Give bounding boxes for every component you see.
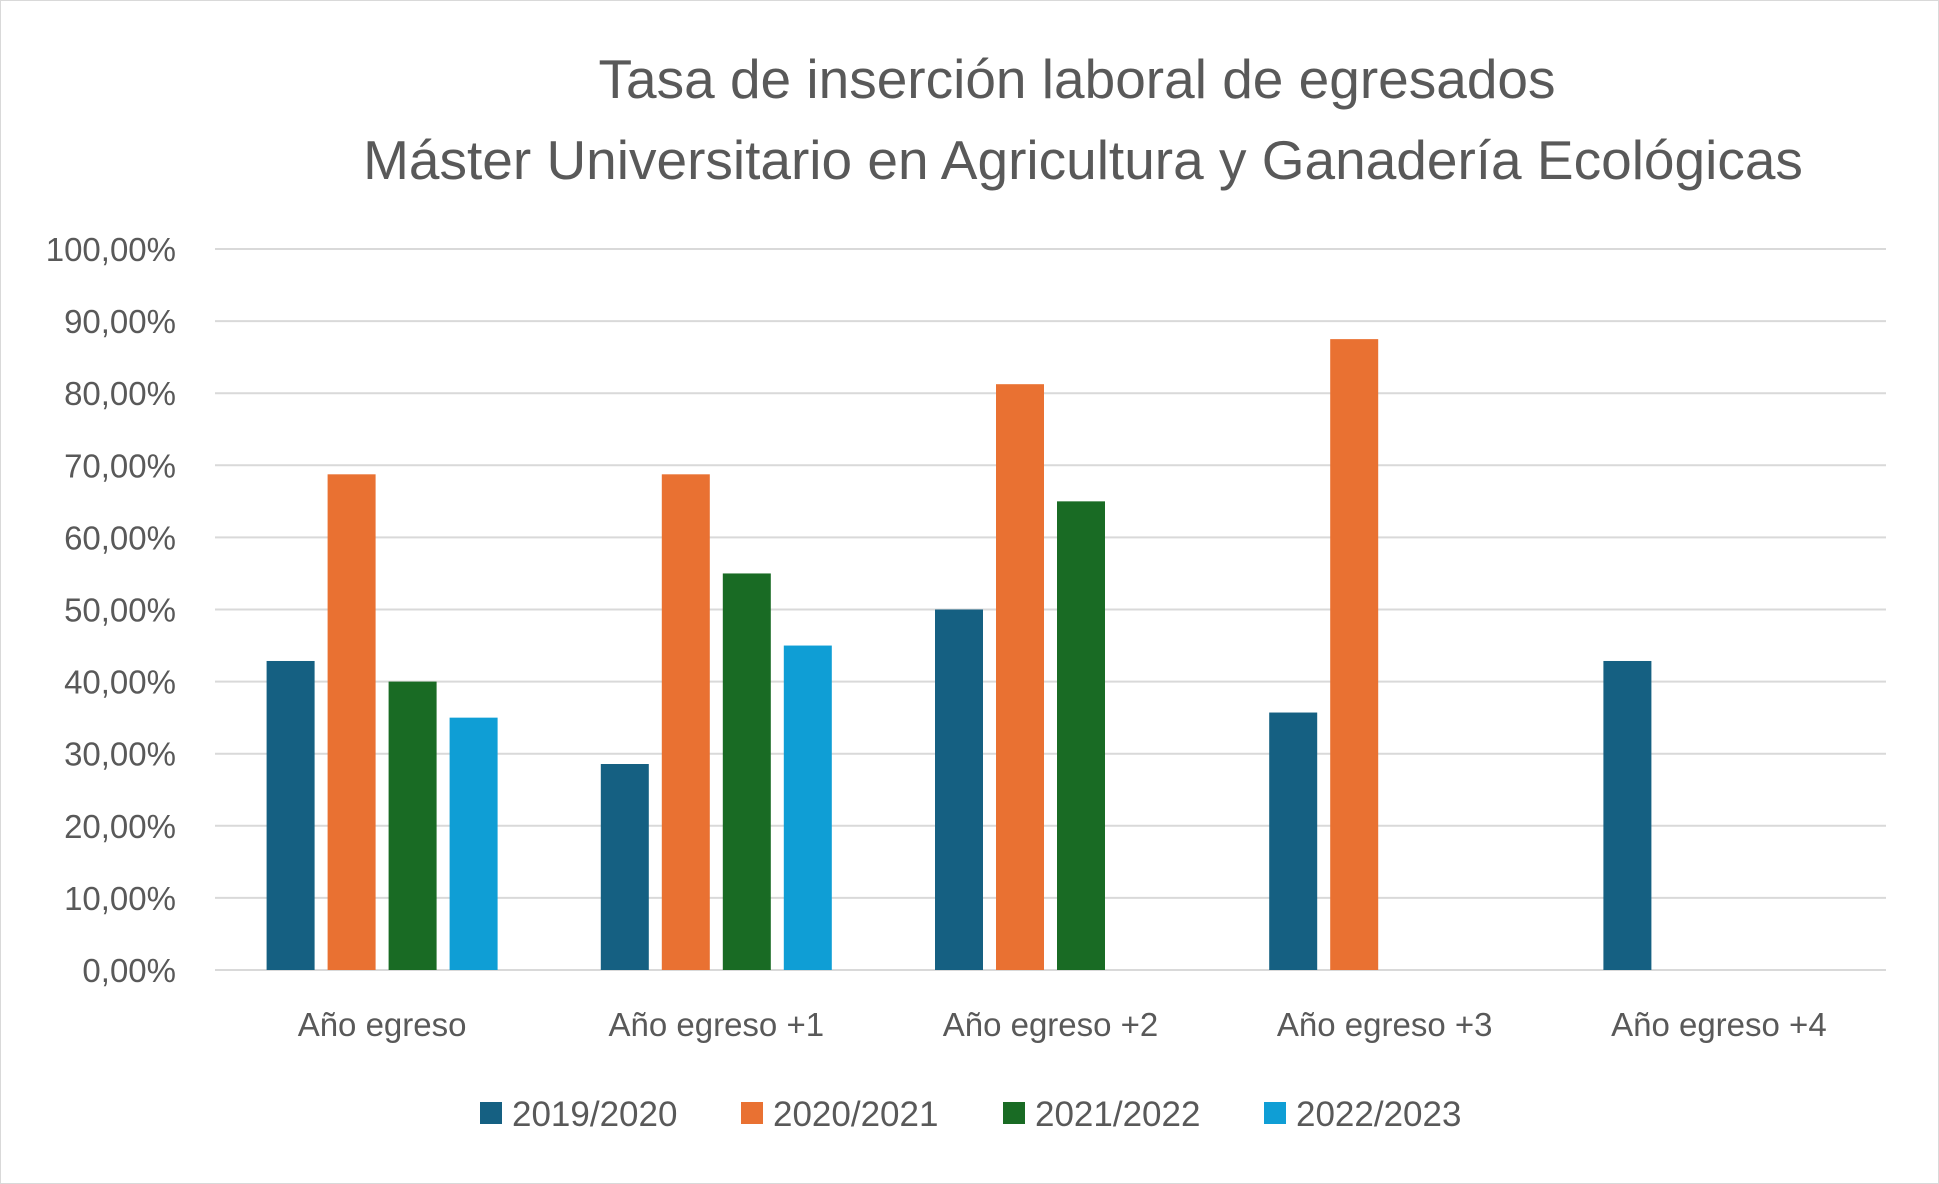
y-tick-label: 60,00% <box>64 519 176 556</box>
y-tick-label: 100,00% <box>46 231 176 268</box>
category-label: Año egreso +2 <box>943 1006 1159 1043</box>
bar-2020-2021 <box>327 474 376 970</box>
y-tick-label: 30,00% <box>64 736 176 773</box>
legend-label: 2020/2021 <box>773 1095 938 1134</box>
bar-2019-2020 <box>1269 712 1318 970</box>
y-tick-label: 80,00% <box>64 375 176 412</box>
legend-swatch <box>1264 1102 1286 1124</box>
y-axis-ticks: 0,00% 10,00% 20,00% 30,00% 40,00% 50,00% 60,00… <box>46 231 176 989</box>
bar-2021-2022 <box>722 573 771 970</box>
bar-2020-2021 <box>661 474 710 970</box>
category-label: Año egreso +3 <box>1277 1006 1493 1043</box>
legend-label: 2022/2023 <box>1296 1095 1461 1134</box>
bar-2019-2020 <box>266 660 315 970</box>
bars <box>266 339 1652 970</box>
bar-2022-2023 <box>783 645 832 970</box>
y-tick-label: 50,00% <box>64 592 176 629</box>
category-label: Año egreso +1 <box>609 1006 825 1043</box>
y-tick-label: 10,00% <box>64 880 176 917</box>
y-tick-label: 20,00% <box>64 808 176 845</box>
bar-2020-2021 <box>1330 339 1379 970</box>
y-tick-label: 40,00% <box>64 664 176 701</box>
category-label: Año egreso +4 <box>1611 1006 1827 1043</box>
legend-label: 2019/2020 <box>512 1095 677 1134</box>
bar-2021-2022 <box>388 681 437 970</box>
legend-swatch <box>480 1102 502 1124</box>
x-axis-categories: Año egreso Año egreso +1 Año egreso +2 Año … <box>298 1006 1827 1043</box>
legend-swatch <box>1003 1102 1025 1124</box>
chart-title: Tasa de inserción laboral de egresados <box>599 48 1556 110</box>
y-tick-label: 70,00% <box>64 447 176 484</box>
bar-2019-2020 <box>935 609 983 970</box>
y-tick-label: 0,00% <box>82 952 176 989</box>
legend: 2019/2020 2020/2021 2021/2022 2022/2023 <box>480 1095 1461 1134</box>
legend-swatch <box>741 1102 763 1124</box>
legend-label: 2021/2022 <box>1035 1095 1200 1134</box>
bar-2019-2020 <box>1603 660 1652 970</box>
bar-2020-2021 <box>996 384 1044 970</box>
bar-2019-2020 <box>600 764 649 970</box>
category-label: Año egreso <box>298 1006 467 1043</box>
bar-2022-2023 <box>449 717 498 970</box>
chart-subtitle: Máster Universitario en Agricultura y Ga… <box>363 129 1803 191</box>
bar-2021-2022 <box>1057 501 1105 970</box>
y-tick-label: 90,00% <box>64 303 176 340</box>
